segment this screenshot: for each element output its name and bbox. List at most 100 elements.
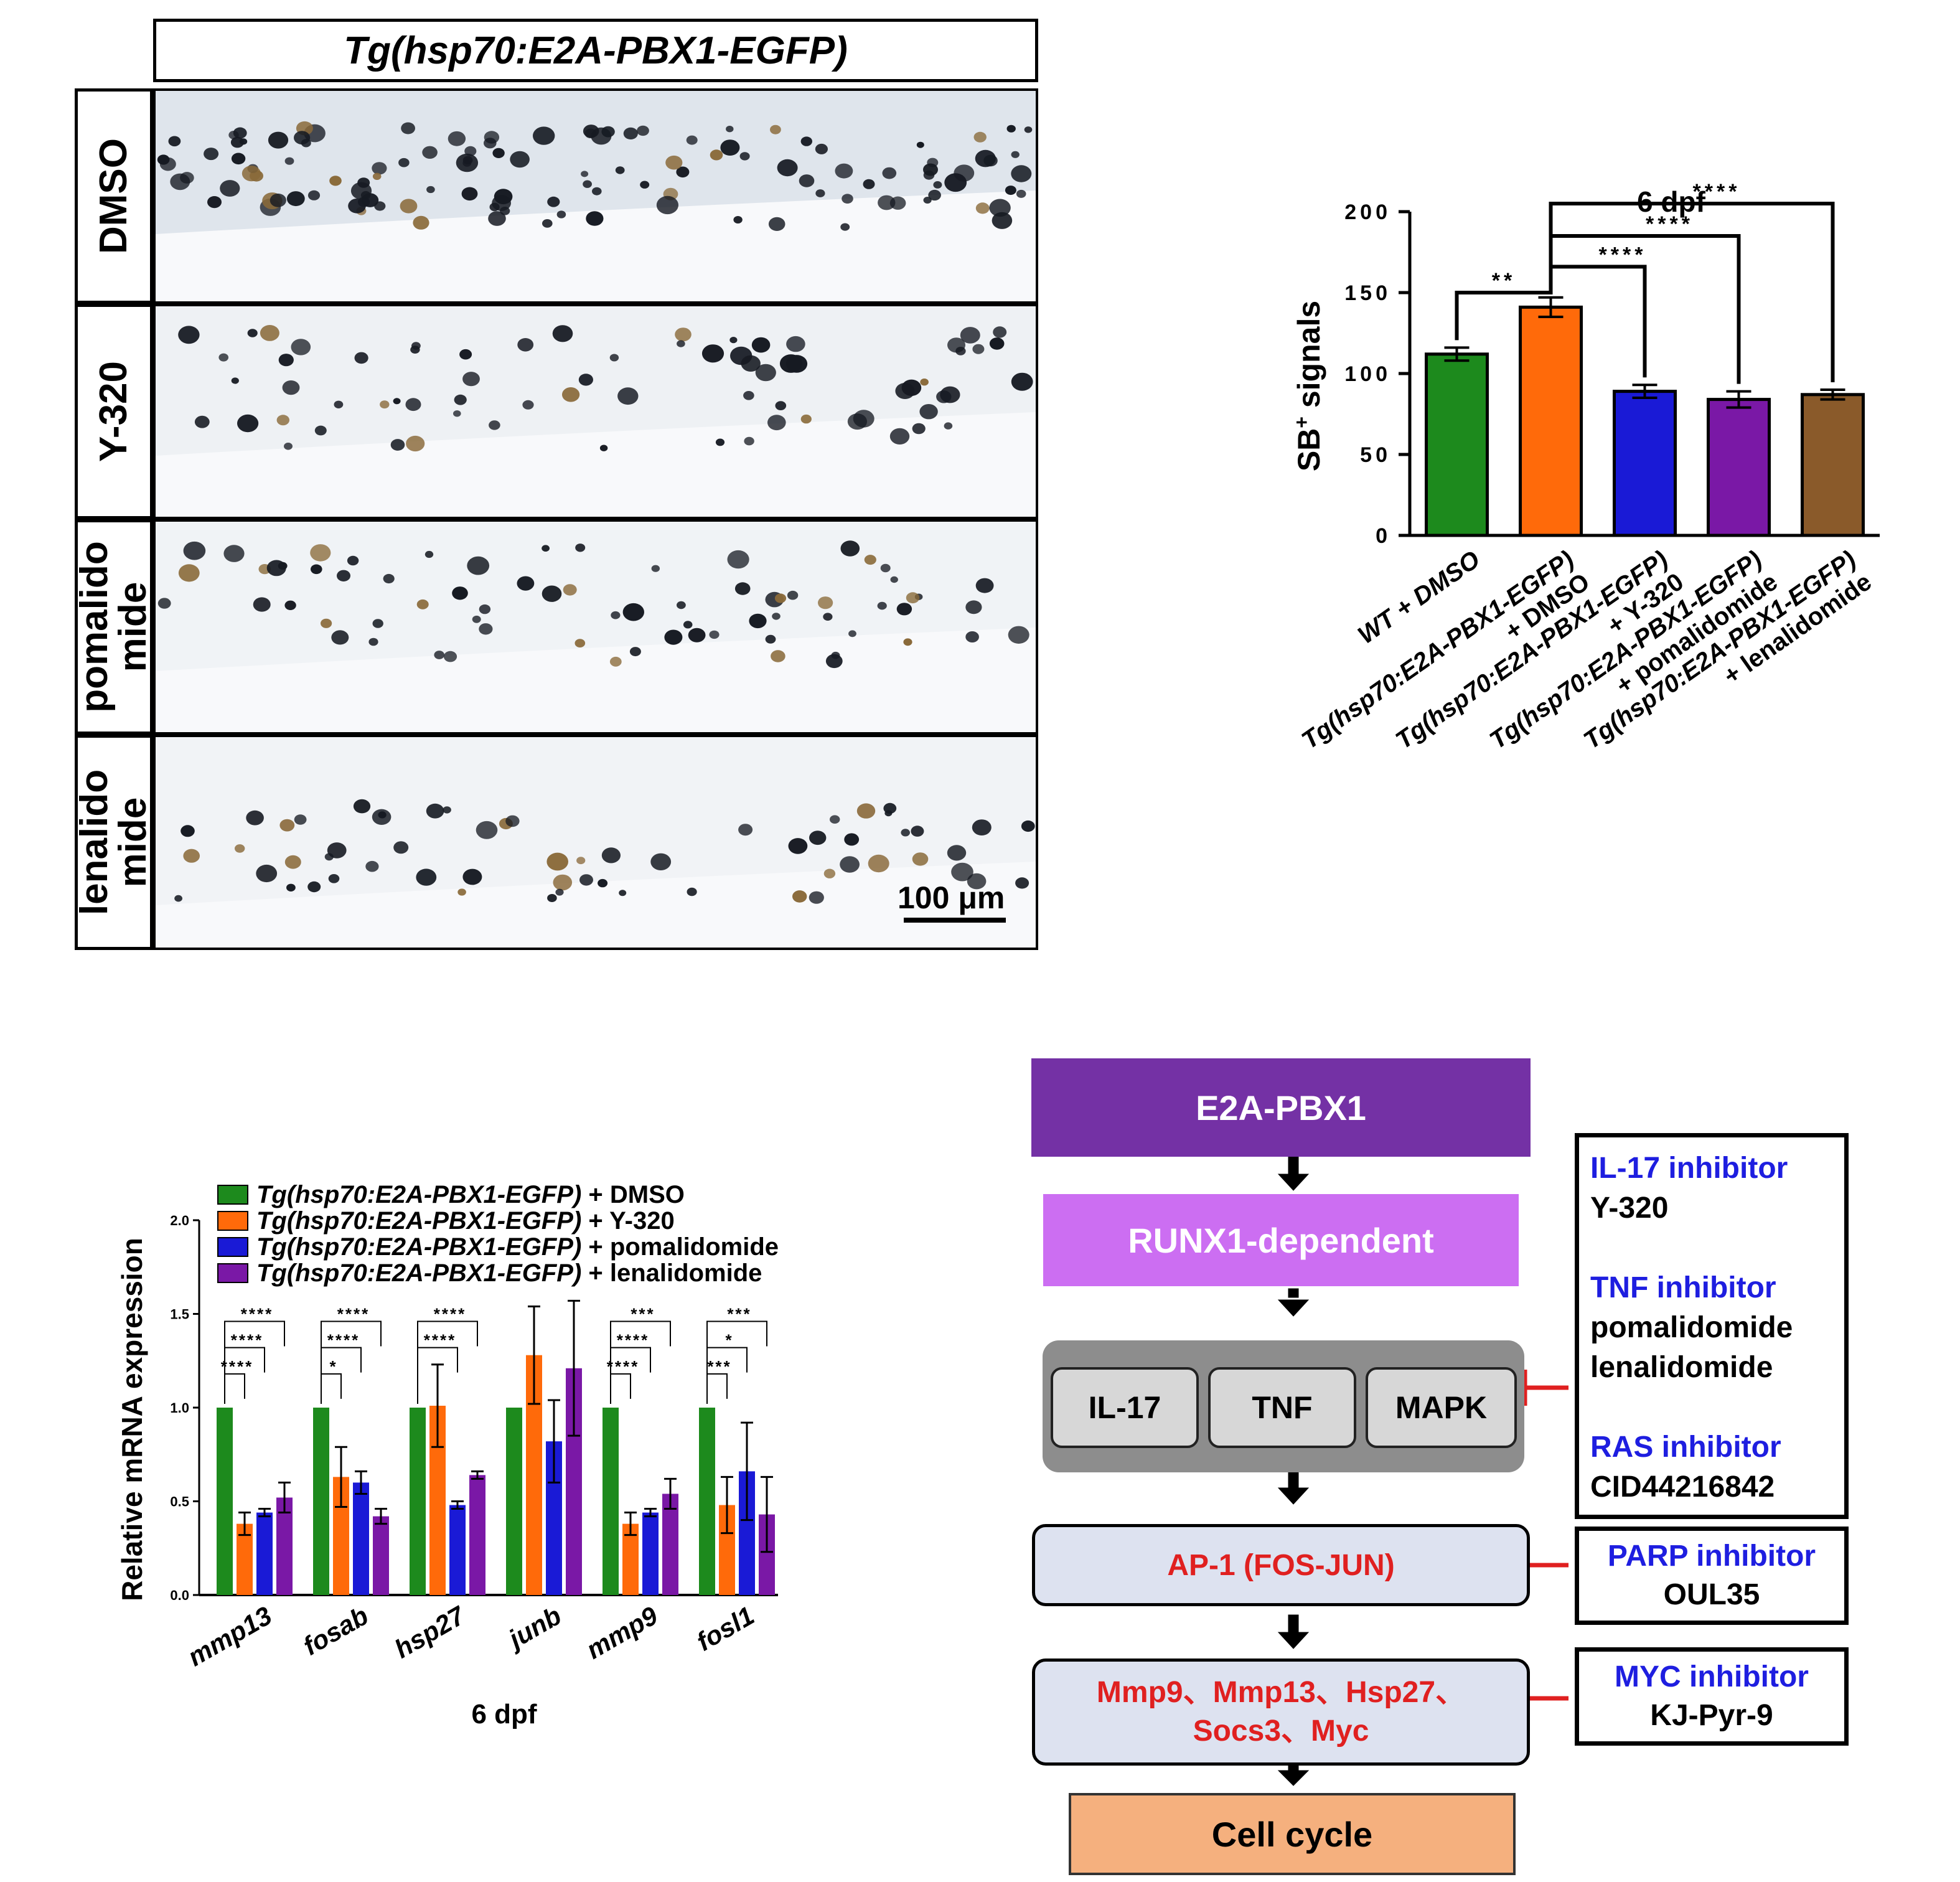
stained-cell	[247, 329, 258, 337]
stained-cell	[677, 601, 686, 609]
stained-cell	[944, 422, 953, 430]
stained-cell	[880, 563, 891, 573]
stained-cell	[321, 618, 332, 628]
mrna-bar	[313, 1408, 329, 1595]
stained-cell	[207, 196, 222, 209]
stained-cell	[457, 888, 466, 896]
stained-cell	[456, 153, 479, 172]
stained-cell	[583, 125, 599, 138]
stained-cell	[334, 400, 344, 408]
mrna-legend-swatch	[217, 1263, 248, 1283]
stained-cell	[744, 436, 754, 446]
stained-cell	[787, 590, 799, 600]
stained-cell	[788, 838, 808, 854]
mrna-legend-label: Tg(hsp70:E2A-PBX1-EGFP) + DMSO	[256, 1181, 685, 1208]
ras-inhibitor-title: RAS inhibitor	[1590, 1431, 1781, 1464]
stained-cell	[284, 855, 301, 869]
sb-sig-label: ****	[1646, 212, 1694, 236]
targets-box: Mmp9、Mmp13、Hsp27、 Socs3、Myc	[1032, 1659, 1530, 1766]
stained-cell	[601, 847, 621, 863]
mrna-sig-bracket	[321, 1373, 342, 1404]
stained-cell	[284, 443, 293, 450]
stained-cell	[903, 638, 912, 646]
stained-cell	[809, 830, 827, 845]
stained-cell	[157, 598, 171, 609]
stained-cell	[467, 556, 490, 575]
arrow-1-shaft	[1288, 1156, 1299, 1175]
stained-cell	[453, 410, 461, 417]
mrna-legend-swatch	[217, 1211, 248, 1231]
stained-cell	[517, 338, 534, 352]
stained-cell	[771, 650, 785, 662]
tnf-text: TNF	[1252, 1390, 1313, 1425]
stained-cell	[434, 651, 444, 659]
sb-ytick-label: 200	[1344, 200, 1391, 224]
stained-cell	[492, 148, 505, 158]
micrograph-lenalidomide	[153, 735, 1038, 950]
stained-cell	[792, 890, 807, 903]
stained-cell	[800, 414, 812, 424]
stained-cell	[739, 152, 750, 161]
mrna-bar	[662, 1494, 678, 1595]
stained-cell	[424, 550, 434, 558]
stained-cell	[204, 148, 219, 161]
micrograph-tissue-band	[156, 862, 1036, 948]
stained-cell	[989, 337, 1005, 350]
mapk-text: MAPK	[1395, 1390, 1488, 1425]
stained-cell	[677, 340, 685, 347]
mrna-sig-label: ****	[617, 1331, 649, 1350]
stained-cell	[912, 852, 929, 866]
stained-cell	[709, 630, 720, 639]
stained-cell	[178, 564, 200, 582]
mrna-ytick-label: 1.5	[170, 1307, 189, 1322]
stained-cell	[286, 883, 296, 892]
arrow-2-head	[1277, 1299, 1310, 1317]
mrna-bar	[469, 1475, 485, 1595]
stained-cell	[372, 162, 387, 175]
stained-cell	[1021, 820, 1035, 832]
tnf-inhibitor-title: TNF inhibitor	[1590, 1271, 1776, 1304]
stained-cell	[715, 438, 725, 446]
stained-cell	[542, 585, 562, 602]
stained-cell	[476, 821, 498, 839]
stained-cell	[372, 619, 383, 628]
stained-cell	[586, 211, 604, 226]
sb-bar	[1519, 305, 1583, 537]
stained-cell	[268, 131, 289, 149]
stained-cell	[592, 187, 602, 195]
drug-oul35: OUL35	[1663, 1578, 1760, 1611]
stained-cell	[237, 414, 259, 433]
stained-cell	[856, 803, 876, 819]
mrna-expression-chart: Relative mRNA expression Tg(hsp70:E2A-PB…	[116, 1181, 779, 1729]
sb-ytick-label: 100	[1344, 362, 1391, 386]
mrna-bar	[410, 1408, 426, 1595]
stained-cell	[973, 131, 987, 143]
row-label-dmso-text: DMSO	[92, 138, 135, 254]
stained-cell	[864, 555, 876, 565]
row-label-lenalidomide-line2: mide	[111, 797, 153, 888]
stained-cell	[279, 819, 295, 832]
stained-cell	[901, 379, 922, 396]
stained-cell	[650, 853, 672, 870]
inhibitor-box-1: IL-17 inhibitor Y-320 TNF inhibitor poma…	[1575, 1133, 1849, 1519]
row-label-pomalidomide-line2: mide	[111, 581, 153, 672]
stained-cell	[664, 629, 683, 645]
stained-cell	[877, 601, 887, 610]
stained-cell	[462, 372, 480, 387]
stained-cell	[168, 136, 181, 147]
stained-cell	[928, 189, 941, 201]
stained-cell	[260, 325, 279, 341]
stained-cell	[354, 352, 368, 364]
parp-inhibitor-title: PARP inhibitor	[1607, 1540, 1816, 1573]
sb-chart-ylabel: SB+ signals	[1290, 301, 1326, 471]
stained-cell	[347, 555, 359, 566]
stained-cell	[599, 445, 608, 451]
stained-cell	[178, 326, 200, 344]
stained-cell	[416, 599, 429, 609]
stained-cell	[774, 593, 787, 603]
mrna-bar	[373, 1516, 389, 1595]
stained-cell	[975, 149, 996, 167]
stained-cell	[609, 656, 622, 667]
stained-cell	[314, 425, 327, 436]
